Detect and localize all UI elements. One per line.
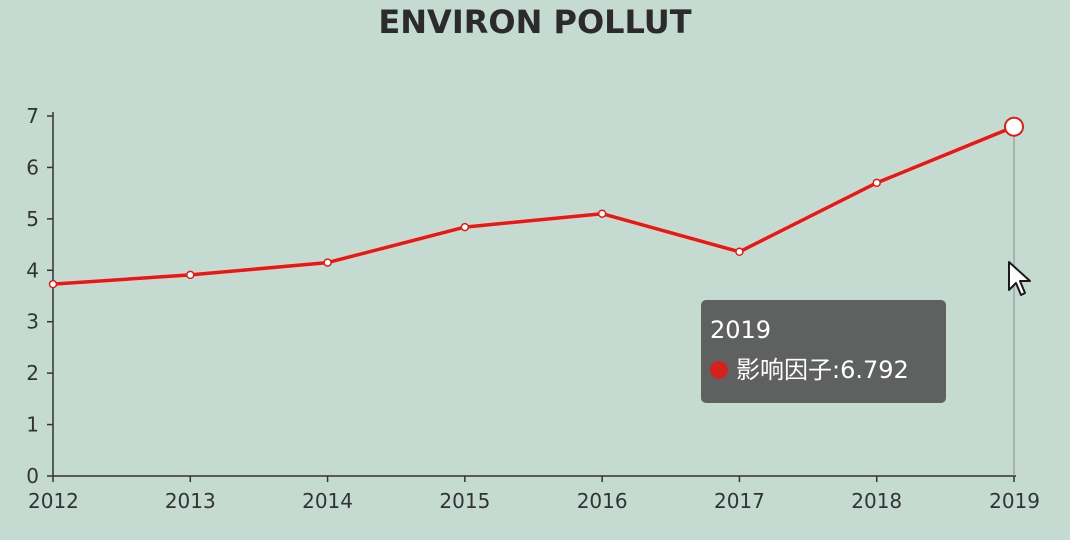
chart-title: ENVIRON POLLUT [378,3,691,41]
data-point [735,247,744,257]
series-line [52,125,1015,286]
circle-marker-icon [710,361,728,379]
x-tick-label: 2018 [851,489,902,513]
data-points [48,116,1024,289]
data-point [48,279,58,289]
x-tick-label: 2015 [439,489,490,513]
mouse-pointer-icon [1008,261,1031,296]
x-tick-label: 2013 [165,489,216,513]
series-line-glow [52,123,1016,288]
data-point [872,178,881,188]
y-tick-label: 1 [26,413,39,437]
tooltip-series-label: 影响因子 [736,356,832,384]
data-point [1004,116,1024,137]
y-tick-label: 4 [26,258,39,282]
axes [47,112,1016,482]
tooltip-value: 6.792 [840,356,909,384]
y-tick-label: 2 [26,361,39,385]
y-tick-labels: 0 1 2 3 4 5 6 7 [26,104,39,488]
data-point [186,270,195,280]
tooltip-row: 影响因子: 6.792 [710,352,936,388]
data-point [597,209,607,218]
x-tick-label: 2019 [989,489,1040,513]
data-point [460,222,470,232]
y-tick-label: 0 [26,464,39,488]
x-tick-label: 2014 [302,489,353,513]
y-tick-label: 7 [26,104,39,128]
data-tooltip: 2019 影响因子: 6.792 [701,300,946,403]
x-tick-label: 2016 [577,489,628,513]
x-tick-label: 2012 [28,489,79,513]
data-point [323,258,332,267]
y-tick-label: 3 [26,310,39,334]
x-tick-label: 2017 [714,489,765,513]
x-tick-labels: 2012 2013 2014 2015 2016 2017 2018 2019 [28,489,1040,513]
y-tick-label: 6 [26,155,39,179]
y-tick-label: 5 [26,207,39,231]
tooltip-separator: : [832,356,841,384]
series-lines [52,123,1016,288]
tooltip-title: 2019 [710,316,772,344]
